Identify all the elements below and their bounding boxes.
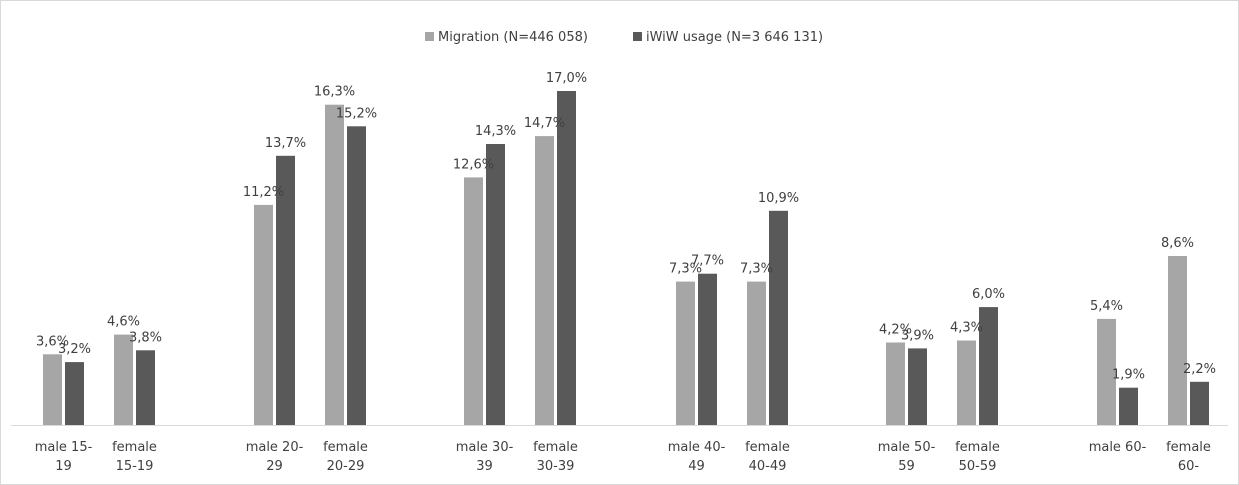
bar-series2-6 bbox=[698, 273, 717, 425]
bar-series1-3 bbox=[325, 104, 344, 425]
data-label-series2-11: 2,2% bbox=[1183, 362, 1216, 377]
data-label-series1-0: 3,6% bbox=[36, 334, 69, 349]
data-label-series2-4: 14,3% bbox=[475, 124, 516, 139]
bar-series1-6 bbox=[676, 281, 695, 425]
x-tick-label-10-line1: male 60- bbox=[1089, 440, 1147, 455]
data-label-series1-8: 4,2% bbox=[879, 323, 912, 338]
bar-series1-7 bbox=[747, 281, 766, 425]
data-label-series1-4: 12,6% bbox=[453, 157, 494, 172]
x-tick-label-6-line1: male 40- bbox=[668, 440, 726, 455]
legend-swatch-1 bbox=[425, 32, 434, 41]
data-label-series1-3: 16,3% bbox=[314, 85, 355, 100]
x-tick-label-5-line2: 30-39 bbox=[537, 459, 575, 474]
x-tick-label-6-line2: 49 bbox=[688, 459, 705, 474]
x-tick-label-9-line2: 50-59 bbox=[959, 459, 997, 474]
x-tick-labels: male 15- 19 female 15-19 male 20- 29 female 20-… bbox=[35, 440, 1211, 474]
bar-series2-0 bbox=[65, 362, 84, 425]
data-label-series1-6: 7,3% bbox=[669, 262, 702, 277]
data-label-series2-2: 13,7% bbox=[265, 136, 306, 151]
data-label-series1-11: 8,6% bbox=[1161, 236, 1194, 251]
data-label-series2-0: 3,2% bbox=[58, 342, 91, 357]
x-tick-label-7-line1: female bbox=[745, 440, 790, 455]
x-tick-label-8-line2: 59 bbox=[898, 459, 915, 474]
x-tick-label-3-line1: female bbox=[323, 440, 368, 455]
bar-series2-9 bbox=[979, 307, 998, 425]
data-label-series2-6: 7,7% bbox=[691, 254, 724, 269]
data-label-series2-8: 3,9% bbox=[901, 328, 934, 343]
x-tick-label-4-line1: male 30- bbox=[456, 440, 514, 455]
x-tick-label-5-line1: female bbox=[533, 440, 578, 455]
data-label-series2-7: 10,9% bbox=[758, 191, 799, 206]
x-tick-label-0-line1: male 15- bbox=[35, 440, 93, 455]
data-label-series1-2: 11,2% bbox=[243, 185, 284, 200]
bar-series1-8 bbox=[886, 342, 905, 425]
bar-series2-8 bbox=[908, 348, 927, 425]
bar-series2-1 bbox=[136, 350, 155, 425]
x-tick-label-0-line2: 19 bbox=[55, 459, 72, 474]
x-tick-label-7-line2: 40-49 bbox=[749, 459, 787, 474]
bar-series2-5 bbox=[557, 91, 576, 425]
data-label-series2-5: 17,0% bbox=[546, 71, 587, 86]
bar-series1-9 bbox=[957, 340, 976, 425]
x-tick-label-1-line1: female bbox=[112, 440, 157, 455]
legend-label-1: Migration (N=446 058) bbox=[438, 30, 588, 45]
bar-series1-0 bbox=[43, 354, 62, 425]
bar-series1-10 bbox=[1097, 318, 1116, 425]
x-tick-label-11-line1: female bbox=[1166, 440, 1211, 455]
bars bbox=[43, 91, 1209, 426]
x-tick-label-1-line2: 15-19 bbox=[116, 459, 154, 474]
data-label-series1-5: 14,7% bbox=[524, 116, 565, 131]
legend-label-2: iWiW usage (N=3 646 131) bbox=[646, 30, 823, 45]
x-tick-label-2-line2: 29 bbox=[266, 459, 283, 474]
x-tick-label-11-line2: 60- bbox=[1178, 459, 1200, 474]
x-tick-label-8-line1: male 50- bbox=[878, 440, 936, 455]
data-label-series2-9: 6,0% bbox=[972, 287, 1005, 302]
bar-series2-3 bbox=[347, 126, 366, 426]
data-label-series2-3: 15,2% bbox=[336, 106, 377, 121]
x-tick-label-3-line2: 20-29 bbox=[327, 459, 365, 474]
bar-series1-4 bbox=[464, 177, 483, 425]
data-label-series2-1: 3,8% bbox=[129, 330, 162, 345]
legend: Migration (N=446 058) iWiW usage (N=3 646… bbox=[425, 30, 823, 45]
bar-series2-11 bbox=[1190, 381, 1209, 425]
x-tick-label-2-line1: male 20- bbox=[246, 440, 304, 455]
data-label-series1-7: 7,3% bbox=[740, 262, 773, 277]
x-tick-label-9-line1: female bbox=[955, 440, 1000, 455]
data-label-series2-10: 1,9% bbox=[1112, 368, 1145, 383]
bar-series2-4 bbox=[486, 144, 505, 425]
data-labels: 3,6%3,2% 4,6%3,8% 11,2% 13,7% 16,3% 15,2% 12,6… bbox=[36, 71, 1216, 383]
bar-series1-1 bbox=[114, 334, 133, 425]
bar-series1-5 bbox=[535, 136, 554, 425]
bar-series2-7 bbox=[769, 210, 788, 425]
data-label-series1-1: 4,6% bbox=[107, 315, 140, 330]
legend-swatch-2 bbox=[633, 32, 642, 41]
data-label-series1-10: 5,4% bbox=[1090, 299, 1123, 314]
data-label-series1-9: 4,3% bbox=[950, 321, 983, 336]
bar-series1-11 bbox=[1168, 256, 1187, 425]
bar-series1-2 bbox=[254, 204, 273, 425]
x-tick-label-4-line2: 39 bbox=[476, 459, 493, 474]
bar-series2-2 bbox=[276, 155, 295, 426]
bar-series2-10 bbox=[1119, 387, 1138, 425]
